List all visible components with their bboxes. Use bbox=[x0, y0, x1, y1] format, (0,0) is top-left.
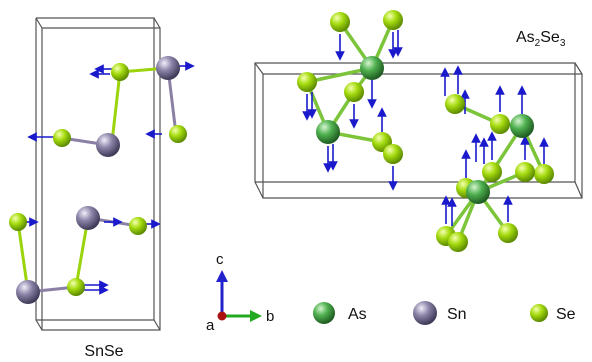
sn-atom bbox=[156, 56, 180, 80]
se-atom bbox=[330, 12, 350, 32]
sn-atom bbox=[16, 280, 40, 304]
sn-atom bbox=[76, 206, 100, 230]
as-atom bbox=[510, 114, 534, 138]
se-atom bbox=[515, 162, 535, 182]
sn-atom bbox=[96, 133, 120, 157]
se-atom bbox=[448, 232, 468, 252]
as2se3-label-sub2: 3 bbox=[560, 38, 566, 49]
se-atom bbox=[490, 114, 510, 134]
legend-as-swatch bbox=[313, 302, 335, 324]
legend-se-label: Se bbox=[556, 306, 576, 323]
as2se3-arrows bbox=[302, 30, 549, 226]
as2se3-label-as: As bbox=[516, 29, 535, 46]
as2se3-unit-cell bbox=[254, 62, 583, 199]
a-axis-dot bbox=[217, 311, 227, 321]
se-atom bbox=[383, 144, 403, 164]
se-atom bbox=[498, 223, 518, 243]
se-atom bbox=[534, 164, 554, 184]
se-atom bbox=[9, 213, 27, 231]
as2se3-label-sub1: 2 bbox=[535, 38, 541, 49]
snse-label: SnSe bbox=[84, 343, 123, 360]
as2se3-panel: As2Se3 bbox=[254, 10, 583, 252]
se-atom bbox=[53, 129, 71, 147]
legend-se-swatch bbox=[530, 304, 548, 322]
as-atom bbox=[360, 56, 384, 80]
axis-label-c: c bbox=[216, 251, 224, 268]
snse-panel: SnSe bbox=[9, 17, 195, 360]
se-atom bbox=[169, 125, 187, 143]
se-atom bbox=[344, 82, 364, 102]
axis-label-a: a bbox=[206, 317, 215, 334]
se-atom bbox=[297, 72, 317, 92]
as2se3-label-se: Se bbox=[540, 29, 560, 46]
snse-unit-cell bbox=[35, 17, 161, 331]
snse-arrows bbox=[18, 61, 195, 295]
as-atom bbox=[466, 180, 490, 204]
se-atom bbox=[383, 10, 403, 30]
legend-sn-label: Sn bbox=[447, 306, 467, 323]
legend-as-label: As bbox=[348, 306, 367, 323]
se-atom bbox=[129, 217, 147, 235]
se-atom bbox=[67, 278, 85, 296]
as2se3-label: As2Se3 bbox=[516, 29, 566, 49]
as-atom bbox=[316, 120, 340, 144]
as2se3-atoms bbox=[297, 10, 554, 252]
axis-label-b: b bbox=[266, 308, 274, 325]
se-atom bbox=[111, 63, 129, 81]
snse-atoms bbox=[9, 56, 187, 304]
se-atom bbox=[482, 162, 502, 182]
axes-indicator: c b a bbox=[206, 251, 274, 334]
legend-sn-swatch bbox=[413, 301, 437, 325]
legend: As Sn Se bbox=[313, 301, 576, 325]
se-atom bbox=[445, 94, 465, 114]
